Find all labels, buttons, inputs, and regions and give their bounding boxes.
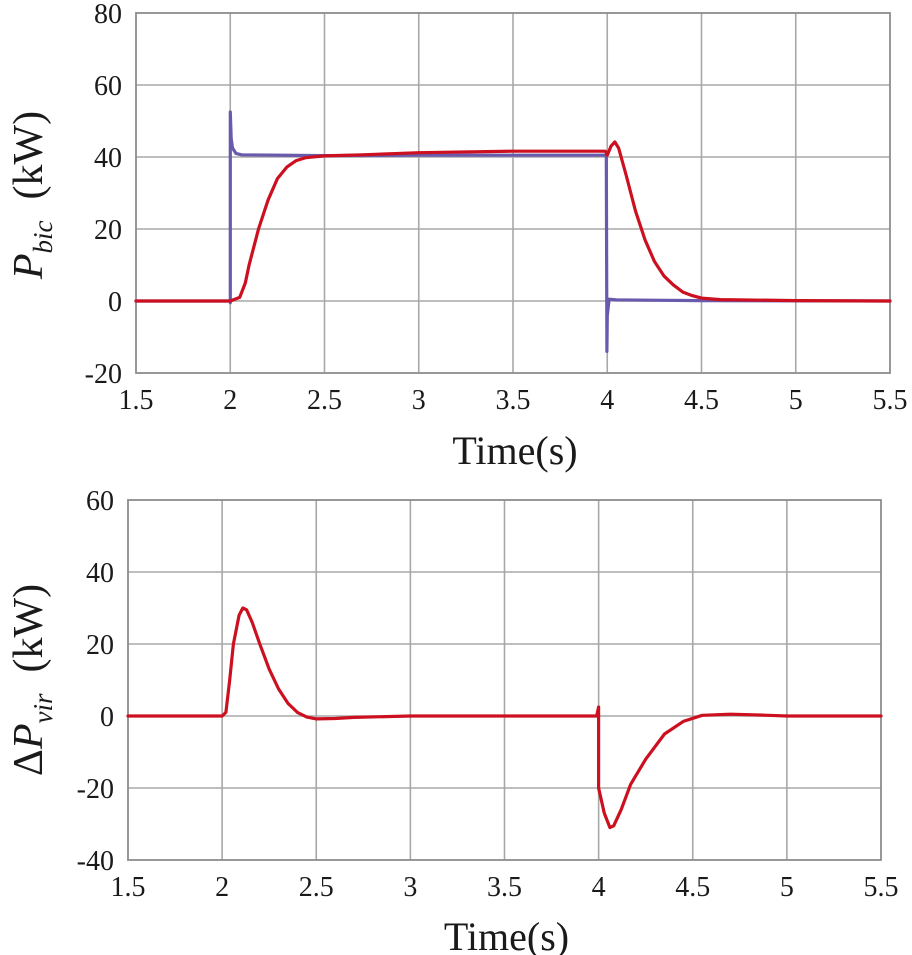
y-tick-label: 40 <box>86 558 114 589</box>
y-tick-label: 60 <box>94 71 122 102</box>
y-tick-label: 0 <box>108 287 122 318</box>
plot-frame <box>127 499 882 861</box>
x-tick-label: 2.5 <box>299 872 334 903</box>
plot-frame <box>135 12 891 374</box>
y-axis-subscript: vir <box>28 693 58 723</box>
y-axis-title: Pbic (kW) <box>6 111 58 280</box>
x-tick-label: 5.5 <box>864 872 899 903</box>
y-tick-label: -20 <box>77 774 114 805</box>
x-tick-label: 5 <box>780 872 794 903</box>
y-axis-unit: (kW) <box>6 584 52 694</box>
y-axis-unit: (kW) <box>6 111 52 221</box>
y-tick-label: 40 <box>94 143 122 174</box>
x-tick-label: 5.5 <box>873 385 908 416</box>
y-axis-prefix: Δ <box>6 749 52 776</box>
y-axis-title: ΔPvir (kW) <box>6 584 58 776</box>
x-tick-label: 2 <box>223 385 237 416</box>
x-tick-label: 5 <box>789 385 803 416</box>
chart-p-bic: 1.5 2 2.5 3 3.5 4 4.5 5 5.5 80 60 40 20 0 -20 Time(s) Pb… <box>6 0 908 473</box>
x-tick-label: 1.5 <box>119 385 154 416</box>
y-tick-label: -40 <box>77 846 114 877</box>
y-axis-subscript: bic <box>28 220 58 253</box>
x-tick-label: 4.5 <box>675 872 710 903</box>
x-tick-label: 3.5 <box>496 385 531 416</box>
y-tick-label: -20 <box>85 359 122 390</box>
x-tick-label: 3 <box>403 872 417 903</box>
y-tick-label: 60 <box>86 486 114 517</box>
series-line <box>126 606 883 830</box>
x-tick-label: 4 <box>592 872 606 903</box>
y-tick-label: 80 <box>94 0 122 30</box>
x-tick-label: 3 <box>412 385 426 416</box>
x-tick-label: 1.5 <box>111 872 146 903</box>
x-tick-label: 4 <box>600 385 614 416</box>
y-tick-label: 0 <box>100 702 114 733</box>
series-line <box>134 140 892 303</box>
x-tick-label: 2 <box>215 872 229 903</box>
y-tick-label: 20 <box>94 215 122 246</box>
x-axis-title: Time(s) <box>444 914 569 955</box>
x-tick-label: 2.5 <box>307 385 342 416</box>
x-axis-title: Time(s) <box>452 428 577 473</box>
y-axis-symbol: P <box>6 723 52 750</box>
x-tick-label: 4.5 <box>684 385 719 416</box>
chart-delta-p-vir: 1.5 2 2.5 3 3.5 4 4.5 5 5.5 60 40 20 0 -20 -40 Time(s) Δ… <box>6 486 899 955</box>
y-tick-label: 20 <box>86 630 114 661</box>
x-tick-label: 3.5 <box>487 872 522 903</box>
y-axis-symbol: P <box>6 253 52 280</box>
